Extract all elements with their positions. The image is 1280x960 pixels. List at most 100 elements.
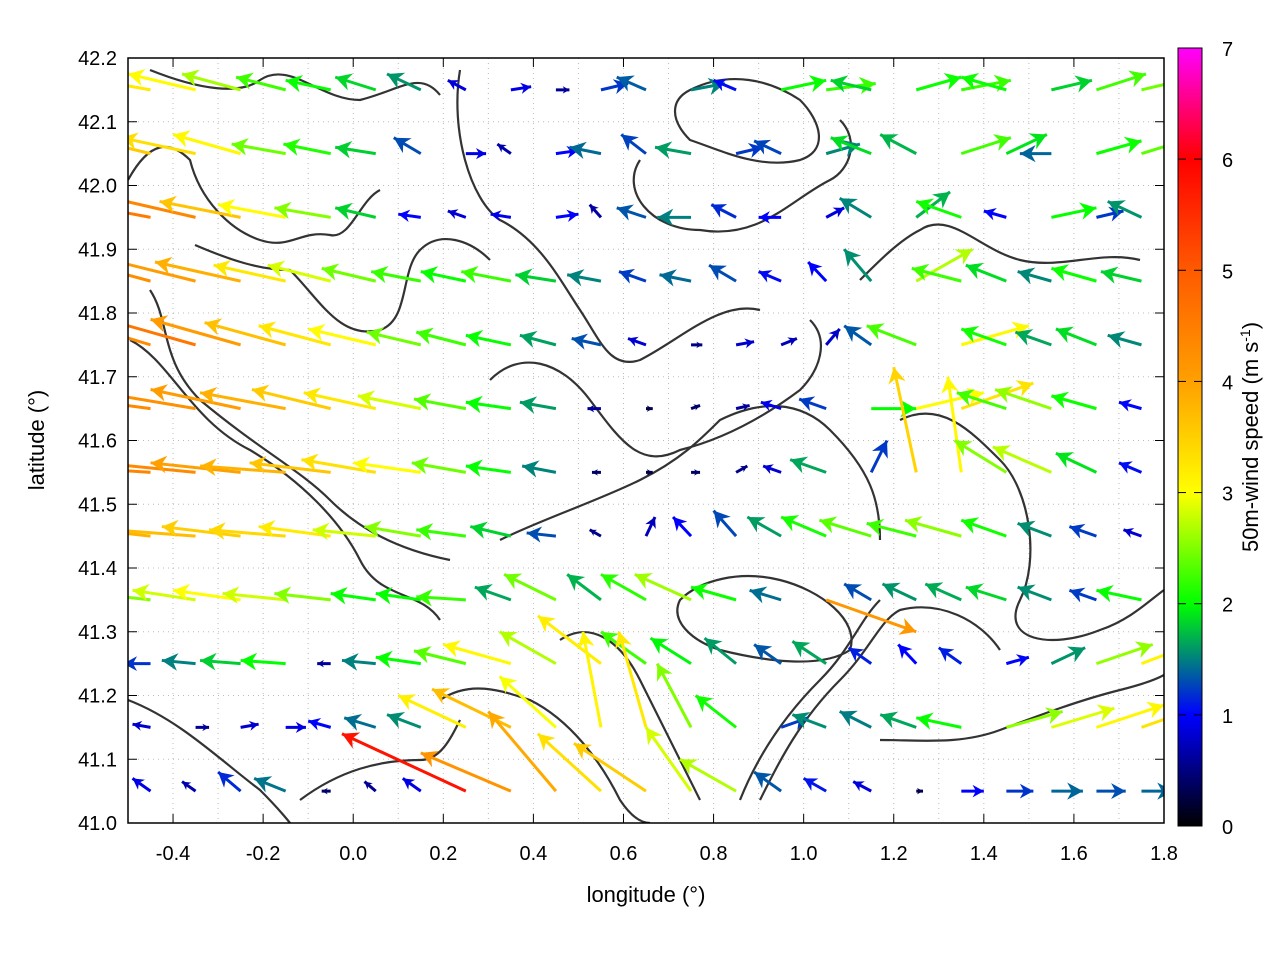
wind-vector-head	[995, 386, 1014, 403]
wind-vector-head	[213, 260, 232, 278]
wind-vector-head	[1096, 585, 1114, 603]
wind-vector	[411, 456, 467, 475]
wind-vector-head	[202, 723, 210, 732]
wind-vector-head	[646, 405, 653, 412]
wind-vector-head	[1157, 782, 1164, 800]
wind-vector-head	[1055, 326, 1075, 343]
wind-vector-head	[992, 134, 1011, 151]
wind-vector-head	[880, 134, 899, 150]
wind-vector-shaft	[204, 321, 287, 347]
wind-vector-head	[519, 330, 538, 348]
wind-vector-head	[387, 72, 406, 89]
wind-vector	[1095, 701, 1164, 729]
y-tick-label: 41.9	[78, 239, 117, 261]
wind-vector-head	[519, 396, 538, 414]
wind-vector-head	[618, 268, 636, 284]
wind-vector-shaft	[420, 751, 512, 793]
y-tick-label: 42.0	[78, 176, 117, 198]
wind-vector	[465, 395, 512, 414]
wind-vector	[703, 636, 738, 665]
contour-line	[128, 145, 381, 244]
wind-vector-head	[938, 647, 955, 662]
wind-vector-head	[335, 73, 354, 91]
wind-vector	[758, 270, 782, 283]
wind-vector	[965, 583, 1007, 602]
wind-vector-head	[128, 522, 129, 524]
wind-vector	[172, 583, 241, 602]
wind-vector	[825, 76, 876, 95]
wind-vector-head	[844, 583, 863, 600]
wind-vector	[240, 720, 259, 731]
y-tick-label: 41.2	[78, 686, 117, 708]
wind-vector-head	[474, 584, 493, 601]
wind-vector	[671, 515, 693, 538]
wind-vector	[363, 780, 377, 793]
wind-vector	[357, 390, 422, 411]
wind-vector-head	[411, 456, 430, 475]
colorbar-tick-label: 1	[1222, 706, 1233, 728]
wind-vector	[569, 141, 602, 160]
wind-vector	[128, 532, 151, 538]
wind-vector	[204, 318, 287, 347]
wind-vector	[217, 198, 286, 219]
wind-vector-shaft	[128, 336, 151, 347]
wind-vector-head	[308, 717, 322, 731]
wind-vector-head	[832, 207, 845, 218]
wind-vector	[960, 380, 1034, 411]
wind-vector-head	[562, 86, 570, 94]
wind-vector-head	[1015, 380, 1034, 397]
wind-vector	[1051, 202, 1097, 220]
wind-vector-head	[465, 330, 484, 348]
wind-vector	[1050, 704, 1115, 729]
wind-vector	[199, 458, 286, 476]
wind-vector	[253, 776, 287, 793]
wind-vector	[911, 263, 962, 283]
y-tick-label: 42.1	[78, 112, 117, 134]
wind-vector	[195, 723, 210, 732]
wind-vector	[398, 209, 421, 222]
wind-vector-head	[99, 456, 116, 474]
wind-vector	[694, 694, 738, 729]
wind-vector-head	[1074, 75, 1092, 93]
wind-vector-head	[56, 312, 74, 329]
wind-vector-head	[954, 440, 973, 457]
wind-vector-head	[645, 517, 656, 530]
colorbar-label: 50m-wind speed (m s-1)	[1237, 322, 1263, 552]
wind-vector-shaft	[217, 203, 286, 219]
contour-line	[632, 119, 852, 233]
wind-vector	[847, 646, 873, 665]
wind-vector	[498, 630, 557, 665]
wind-vector	[1140, 717, 1164, 729]
wind-vector	[1096, 206, 1124, 222]
wind-vector-head	[567, 574, 586, 592]
wind-vector	[321, 263, 377, 283]
wind-vector	[1050, 264, 1097, 283]
wind-vector-head	[898, 618, 917, 635]
wind-vector-head	[787, 337, 797, 347]
wind-vector-head	[911, 263, 930, 281]
wind-vector	[172, 130, 242, 156]
y-axis-label: latitude (°)	[24, 390, 49, 491]
wind-vector	[258, 321, 332, 347]
wind-vector-head	[566, 209, 579, 222]
contour-line	[299, 719, 461, 801]
contour-line	[879, 674, 1164, 742]
wind-vector-head	[571, 333, 589, 350]
wind-vector-head	[150, 455, 168, 474]
colorbar-label-end: )	[1238, 322, 1263, 329]
wind-vector-head	[704, 638, 723, 656]
wind-vector	[758, 211, 782, 224]
wind-vector-head	[882, 582, 901, 599]
wind-vector-head	[656, 663, 673, 682]
wind-vector-head	[204, 318, 223, 336]
wind-vector-head	[566, 145, 579, 159]
wind-vector	[249, 455, 331, 474]
wind-vector-head	[1107, 331, 1126, 349]
wind-vector-head	[132, 584, 150, 602]
wind-vector-head	[799, 396, 816, 412]
wind-vector-head	[627, 336, 639, 347]
wind-vector-head	[1028, 133, 1047, 150]
wind-vector	[555, 86, 570, 94]
wind-vector-shaft	[1140, 717, 1164, 729]
y-tick-label: 41.4	[78, 558, 117, 580]
